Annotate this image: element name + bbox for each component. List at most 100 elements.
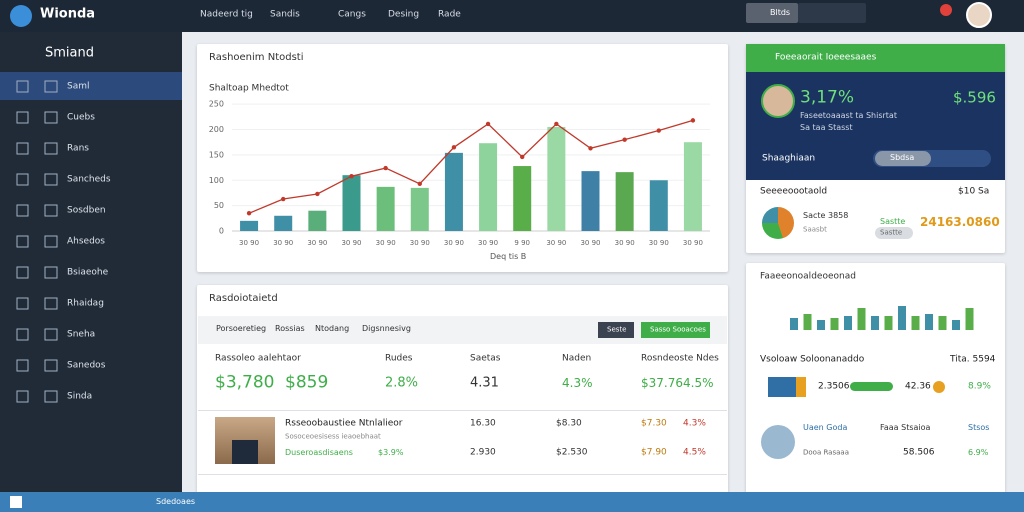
y-tick-label: 150 (209, 150, 224, 159)
bar (615, 172, 634, 231)
column-header: Rudes (385, 353, 413, 364)
sidebar-item[interactable]: Cuebs (67, 112, 95, 123)
nav-item[interactable]: Rade (438, 9, 461, 20)
bar (844, 316, 852, 330)
sidebar-icon (44, 204, 58, 217)
taskbar (0, 492, 1024, 512)
progress-bar (850, 382, 893, 391)
line-point (485, 121, 491, 127)
cell: 2.3506 (818, 381, 850, 392)
tab[interactable]: Rossias (275, 324, 305, 333)
logo[interactable] (10, 5, 32, 27)
y-tick-label: 250 (209, 100, 224, 109)
taskbar-app[interactable]: Sdedoaes (156, 497, 196, 506)
cell: Duseroasdisaens (285, 448, 353, 457)
sidebar-item[interactable]: Bsiaeohe (67, 267, 109, 278)
cell: 2.8% (385, 375, 419, 391)
bar (444, 152, 463, 231)
sidebar-icon (44, 359, 58, 372)
y-tick-label: 0 (219, 227, 224, 236)
y-tick-label: 100 (209, 176, 224, 185)
tab[interactable]: Porsoeretieg (216, 324, 267, 333)
sidebar-item[interactable]: Sinda (67, 391, 93, 402)
cell: Uaen Goda (803, 423, 848, 432)
x-tick-label: 30 90 (478, 239, 498, 247)
user-avatar (761, 425, 795, 459)
nav-item[interactable]: Nadeerd tig (200, 9, 253, 20)
line-point (451, 145, 457, 150)
tab[interactable]: Digsnnesivg (362, 324, 411, 333)
button[interactable] (641, 322, 710, 338)
bar (513, 166, 532, 231)
sidebar-item[interactable]: Sanedos (67, 360, 106, 371)
tab[interactable]: Ntodang (315, 324, 350, 333)
sidebar-icon (44, 142, 58, 155)
bar (547, 126, 566, 231)
pie-sub: Saasbt (803, 225, 827, 234)
button[interactable] (598, 322, 634, 338)
pill[interactable] (875, 227, 913, 239)
row-divider (198, 474, 727, 475)
bar (581, 171, 600, 231)
cell: $3,780 (215, 372, 275, 393)
section-title: Shaaghiaan (762, 153, 816, 164)
bar (925, 314, 933, 330)
bar (884, 316, 893, 330)
row-title: Seeeeoootaold (760, 186, 828, 197)
column-header: Rosndeoste Ndes (641, 353, 719, 364)
sidebar-item[interactable]: Ahsedos (67, 236, 105, 247)
x-tick-label: 30 90 (239, 239, 259, 247)
line-point (281, 196, 286, 202)
nav-item[interactable]: Sandis (270, 9, 300, 20)
kpi-header (746, 44, 1005, 72)
bar (240, 220, 259, 231)
person-photo (232, 440, 258, 464)
bar (308, 210, 327, 231)
column-header: Saetas (470, 353, 501, 364)
column-header: Rassoleo aalehtaor (215, 353, 301, 364)
avatar[interactable] (966, 2, 992, 28)
cell: $8.30 (556, 418, 582, 429)
sidebar-icon (16, 111, 29, 124)
x-tick-label: 9 90 (514, 239, 530, 247)
pill-label: Sastte (880, 228, 903, 237)
cell: Stsos (968, 423, 990, 432)
sidebar-item[interactable]: Saml (67, 81, 90, 92)
line-point (246, 211, 252, 216)
row-value: Tita. 5594 (950, 354, 996, 365)
search-box[interactable] (746, 3, 798, 23)
start-button[interactable] (10, 496, 22, 508)
x-tick-label: 30 90 (307, 239, 327, 247)
line-point (315, 191, 320, 197)
nav-item[interactable]: Cangs (338, 9, 366, 20)
sidebar-icon (16, 235, 29, 248)
sidebar-icon (44, 80, 58, 93)
sidebar-item[interactable]: Rans (67, 143, 89, 154)
kpi-sub: Faseetoaaast ta Shisrtat (800, 111, 897, 120)
panel-title: Foeeaorait Ioeeesaaes (775, 52, 877, 63)
sidebar-icon (16, 142, 29, 155)
sidebar-item[interactable]: Rhaidag (67, 298, 104, 309)
line-point (554, 121, 559, 127)
bar (342, 175, 361, 231)
sidebar-item[interactable]: Sosdben (67, 205, 106, 216)
toggle-on[interactable] (875, 151, 931, 166)
sidebar-item[interactable]: Sneha (67, 329, 96, 340)
chart-title: Shaltoap Mhedtot (209, 83, 289, 94)
x-tick-label: 30 90 (273, 239, 293, 247)
y-tick-label: 50 (214, 201, 224, 210)
cell: 2.930 (470, 447, 496, 458)
sidebar-item[interactable]: Sancheds (67, 174, 111, 185)
sidebar-icon (16, 297, 29, 310)
x-tick-label: 30 90 (615, 239, 635, 247)
notification-badge[interactable] (940, 4, 952, 16)
cell: 42.36 (905, 381, 931, 392)
search-box[interactable] (798, 3, 866, 23)
bar (479, 143, 498, 231)
bar (830, 318, 839, 330)
nav-item[interactable]: Desing (388, 9, 420, 20)
sidebar-icon (44, 235, 58, 248)
cell: $7.90 (641, 447, 667, 458)
kpi-value: 3,17% (800, 87, 855, 108)
